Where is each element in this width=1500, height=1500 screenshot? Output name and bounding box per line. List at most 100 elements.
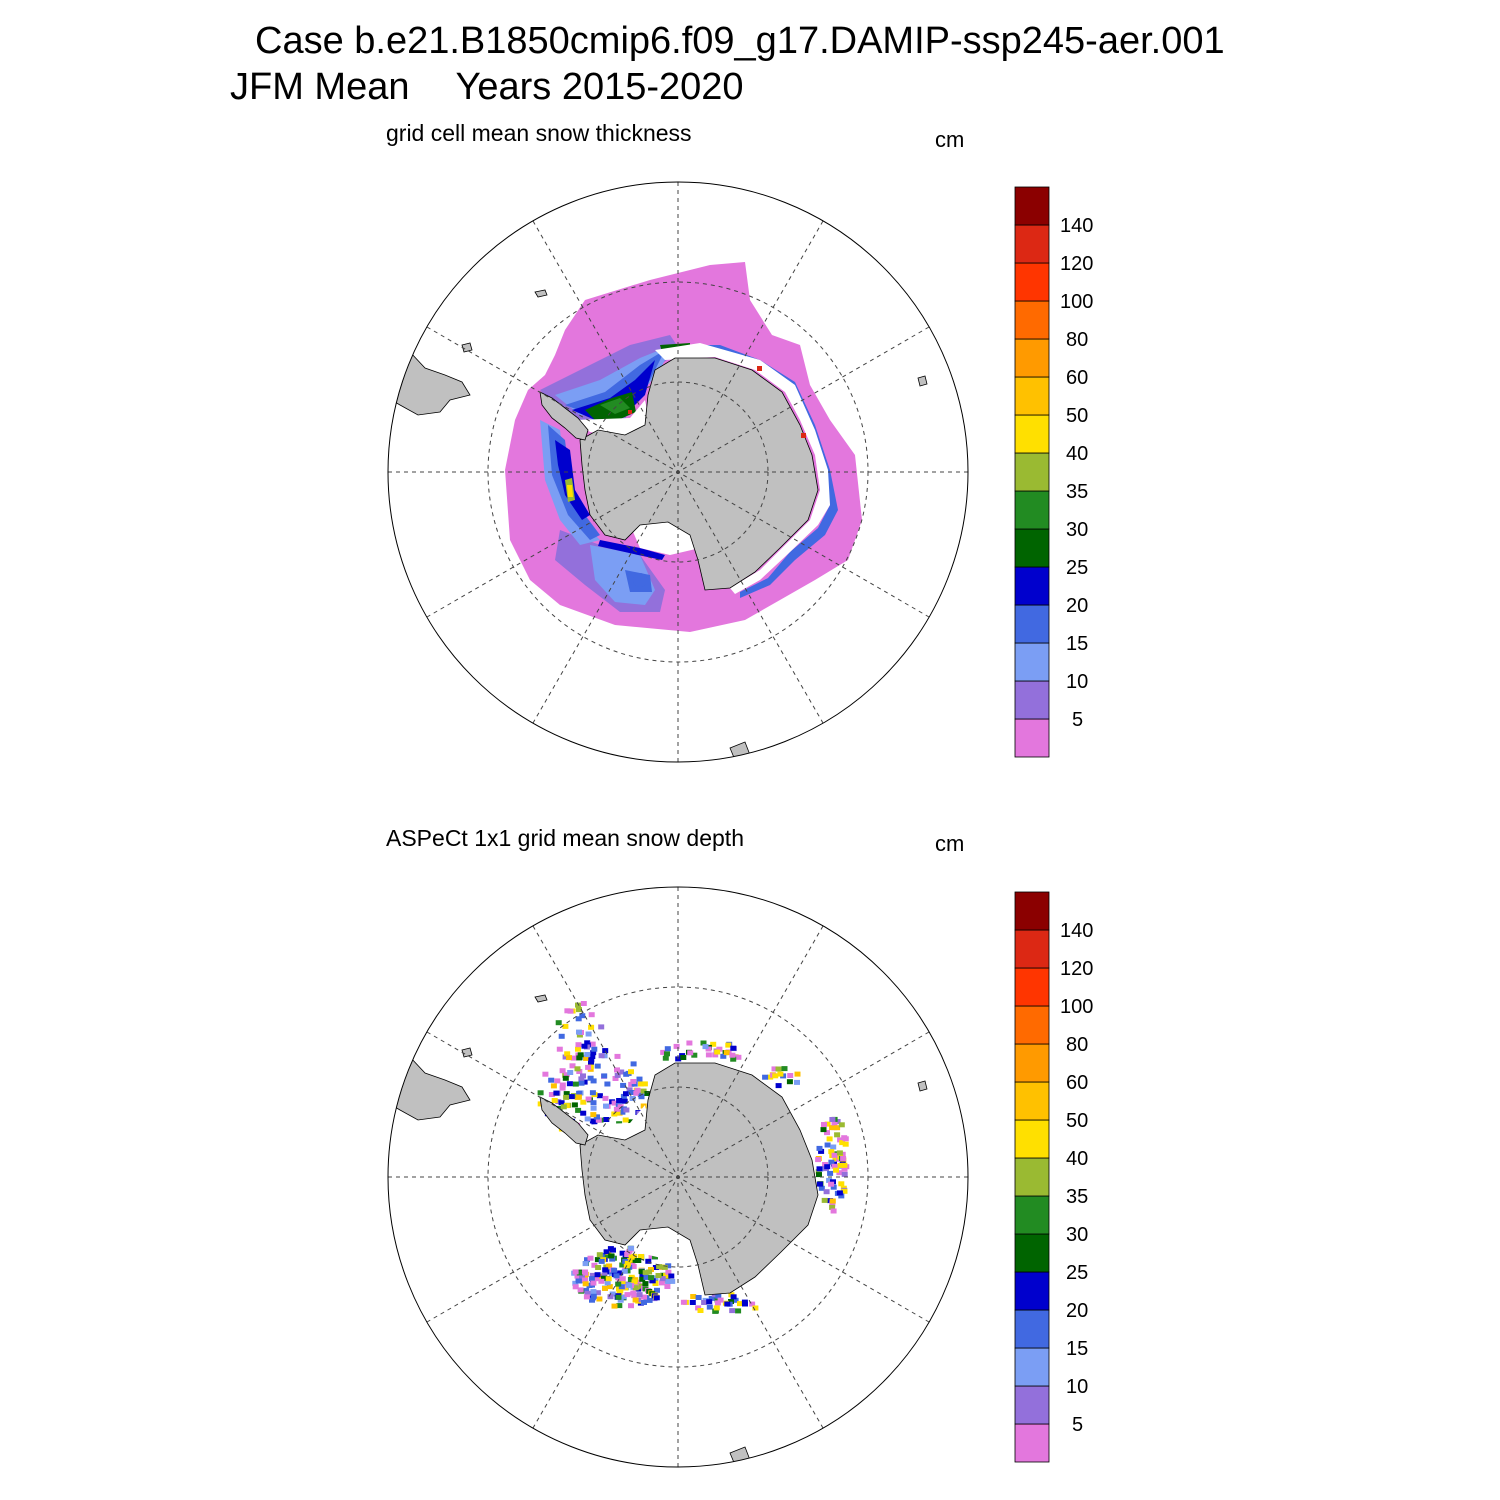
panel2-obs-cell [663, 1273, 670, 1278]
panel2-colorbar-label-8: 50 [1066, 1110, 1088, 1132]
panel2-obs-cell [591, 1046, 598, 1052]
panel2-obs-cell [603, 1249, 610, 1255]
panel1-colorbar-box-14 [1014, 186, 1050, 226]
panel1-kerguelen [917, 375, 928, 387]
panel2-obs-cell [587, 1255, 594, 1261]
panel2-obs-cell [589, 1297, 595, 1303]
panel2-obs-cell [611, 1267, 618, 1273]
panel2-obs-cell [602, 1095, 609, 1101]
panel2-obs-cell [644, 1091, 651, 1096]
panel1-colorbar-label-12: 120 [1060, 253, 1093, 275]
panel2-obs-cell [575, 1107, 582, 1113]
panel2-obs-cell [638, 1081, 644, 1087]
panel2-falklands [461, 1047, 473, 1058]
panel2-obs-cell [832, 1156, 839, 1162]
panel2-obs-cell [585, 1031, 592, 1037]
panel2-obs-cell [775, 1066, 782, 1072]
panel2-obs-cell [601, 1073, 608, 1079]
panel2-obs-cell [563, 1094, 570, 1100]
panel2-obs-cell [762, 1074, 769, 1080]
panel2-obs-cell [588, 1012, 595, 1018]
panel2-obs-cell [723, 1050, 730, 1056]
panel1-colorbar-box-12 [1014, 262, 1050, 302]
panel2-obs-cell [665, 1269, 672, 1275]
panel2-colorbar-box-0 [1014, 1423, 1050, 1463]
panel1-spot-red-1 [757, 366, 762, 371]
panel2-obs-cell [624, 1260, 631, 1266]
panel2-obs-cell [585, 1064, 592, 1070]
panel2-colorbar-label-12: 120 [1060, 958, 1093, 980]
panel2-obs-cell [837, 1137, 844, 1143]
panel2-obs-cell [559, 1085, 566, 1091]
panel2-obs-cell [643, 1274, 650, 1280]
panel2-obs-cell [619, 1262, 626, 1268]
panel2-obs-cell [601, 1275, 607, 1281]
panel1-colorbar-box-7 [1014, 452, 1050, 492]
panel2-obs-cell [642, 1281, 649, 1287]
panel2-obs-cell [568, 1094, 575, 1100]
panel2-obs-cell [560, 1104, 567, 1110]
panel2-obs-cell [594, 1257, 601, 1263]
panel2-obs-cell [712, 1052, 719, 1058]
panel2-obs-cell [589, 1272, 596, 1278]
panel2-obs-cell [664, 1284, 671, 1289]
panel2-obs-cell [634, 1087, 641, 1093]
panel2-colorbar-box-12 [1014, 967, 1050, 1007]
panel2-obs-cell [842, 1141, 849, 1147]
panel1-spot-red-3 [628, 410, 632, 414]
panel2-obs-cell [640, 1088, 647, 1094]
panel1-colorbar-box-4 [1014, 566, 1050, 606]
panel2-obs-cell [619, 1276, 626, 1282]
panel2-obs-cell [714, 1049, 721, 1055]
panel2-obs-cell [624, 1292, 631, 1298]
panel2-obs-cell [829, 1201, 836, 1207]
panel2-obs-cell [575, 1002, 581, 1008]
panel2-colorbar-label-9: 60 [1066, 1072, 1088, 1094]
panel2-obs-cell [596, 1093, 603, 1099]
panel2-obs-cell [652, 1281, 659, 1286]
panel2-obs-cell [662, 1055, 669, 1061]
panel2-obs-cell [729, 1052, 736, 1058]
panel2-obs-cell [705, 1046, 712, 1052]
panel2-obs-cell [645, 1258, 652, 1264]
panel2-obs-cell [826, 1136, 833, 1142]
panel2-map-boundary [387, 886, 969, 1468]
panel2-colorbar-label-10: 80 [1066, 1034, 1088, 1056]
panel2-obs-cell [569, 1063, 576, 1069]
panel1-ice-shelf-ronne [575, 400, 650, 437]
panel1-colorbar-label-4: 25 [1066, 557, 1088, 579]
panel2-obs-cell [593, 1276, 599, 1282]
panel2-obs-cell [585, 1096, 592, 1102]
panel2-obs-cell [618, 1284, 625, 1290]
panel2-obs-cell [584, 1052, 591, 1057]
panel2-obs-cell [735, 1308, 742, 1314]
panel2-obs-cell [558, 1100, 565, 1106]
panel2-obs-cell [834, 1132, 841, 1138]
panel1-title: grid cell mean snow thickness [386, 120, 692, 146]
panel2-obs-cell [628, 1254, 635, 1260]
panel1-region-weddell-30 [600, 398, 630, 414]
panel2-obs-cell [815, 1157, 822, 1163]
panel2-obs-cell [668, 1273, 675, 1279]
panel1-colorbar-label-0: 5 [1072, 709, 1083, 731]
panel2-obs-cell [837, 1162, 844, 1168]
panel2-obs-cell [575, 1016, 582, 1022]
panel2-obs-cell [594, 1114, 600, 1120]
panel2-obs-cell [617, 1104, 624, 1110]
panel2-obs-cell [555, 1020, 562, 1026]
panel2-obs-cell [841, 1162, 848, 1168]
panel2-obs-cell [590, 1280, 597, 1286]
panel2-obs-cell [771, 1066, 778, 1072]
panel2-obs-cell [537, 1090, 544, 1096]
panel2-obs-cell [628, 1069, 634, 1075]
panel2-obs-cell [717, 1297, 724, 1303]
panel2-colorbar-label-4: 25 [1066, 1262, 1088, 1284]
panel2-obs-cell [598, 1278, 605, 1284]
panel2-obs-cell [648, 1275, 655, 1281]
panel2-obs-cell [576, 1007, 582, 1013]
panel1-region-ross-coast-20 [598, 540, 665, 560]
panel2-obs-cell [555, 1099, 562, 1105]
panel2-obs-cell [584, 1290, 591, 1296]
panel2-obs-cell [639, 1276, 646, 1282]
